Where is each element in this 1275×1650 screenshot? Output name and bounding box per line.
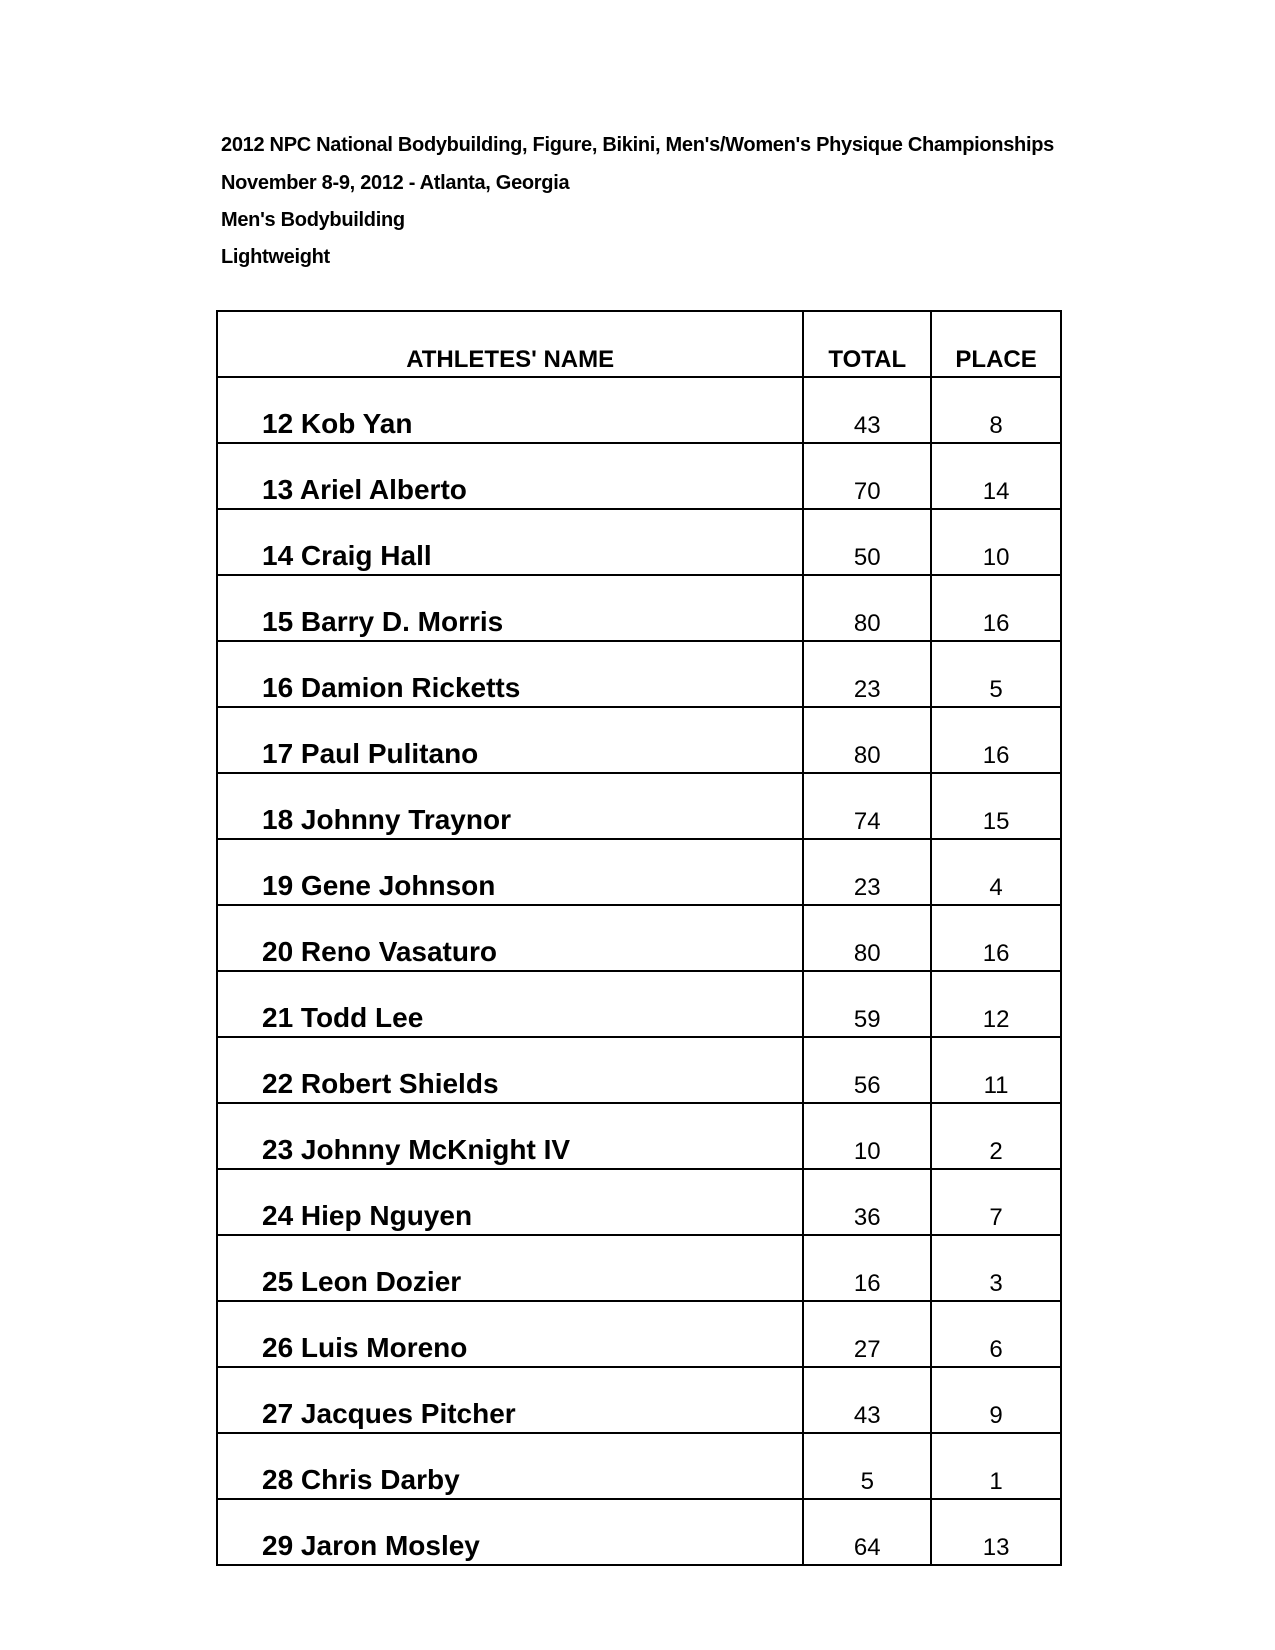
- column-header-total: TOTAL: [802, 310, 933, 378]
- placing: 14: [930, 442, 1062, 510]
- athlete-name: 24 Hiep Nguyen: [215, 1168, 805, 1236]
- athlete-name: 18 Johnny Traynor: [215, 772, 805, 840]
- total-score: 70: [802, 442, 933, 510]
- athlete-name: 19 Gene Johnson: [215, 838, 805, 906]
- column-header-place: PLACE: [930, 310, 1062, 378]
- table-row: 29 Jaron Mosley 64 13: [215, 1498, 1062, 1566]
- athlete-name: 22 Robert Shields: [215, 1036, 805, 1104]
- total-score: 5: [802, 1432, 933, 1500]
- table-row: 12 Kob Yan 43 8: [215, 376, 1062, 444]
- placing: 13: [930, 1498, 1062, 1566]
- total-score: 50: [802, 508, 933, 576]
- placing: 9: [930, 1366, 1062, 1434]
- placing: 6: [930, 1300, 1062, 1368]
- total-score: 23: [802, 640, 933, 708]
- athlete-name: 25 Leon Dozier: [215, 1234, 805, 1302]
- placing: 1: [930, 1432, 1062, 1500]
- athlete-name: 13 Ariel Alberto: [215, 442, 805, 510]
- placing: 2: [930, 1102, 1062, 1170]
- division: Men's Bodybuilding: [221, 209, 405, 231]
- total-score: 43: [802, 1366, 933, 1434]
- results-table: ATHLETES' NAME TOTAL PLACE 12 Kob Yan 43 8…: [215, 310, 1062, 1566]
- table-row: 25 Leon Dozier 16 3: [215, 1234, 1062, 1302]
- placing: 15: [930, 772, 1062, 840]
- total-score: 64: [802, 1498, 933, 1566]
- total-score: 80: [802, 574, 933, 642]
- total-score: 36: [802, 1168, 933, 1236]
- athlete-name: 14 Craig Hall: [215, 508, 805, 576]
- total-score: 16: [802, 1234, 933, 1302]
- athlete-name: 16 Damion Ricketts: [215, 640, 805, 708]
- total-score: 80: [802, 904, 933, 972]
- table-row: 17 Paul Pulitano 80 16: [215, 706, 1062, 774]
- table-row: 24 Hiep Nguyen 36 7: [215, 1168, 1062, 1236]
- placing: 4: [930, 838, 1062, 906]
- placing: 16: [930, 706, 1062, 774]
- placing: 3: [930, 1234, 1062, 1302]
- weight-class: Lightweight: [221, 246, 330, 268]
- event-title: 2012 NPC National Bodybuilding, Figure, …: [221, 134, 1054, 156]
- total-score: 23: [802, 838, 933, 906]
- placing: 12: [930, 970, 1062, 1038]
- placing: 11: [930, 1036, 1062, 1104]
- athlete-name: 15 Barry D. Morris: [215, 574, 805, 642]
- athlete-name: 27 Jacques Pitcher: [215, 1366, 805, 1434]
- athlete-name: 23 Johnny McKnight IV: [215, 1102, 805, 1170]
- athlete-name: 12 Kob Yan: [215, 376, 805, 444]
- table-header-row: ATHLETES' NAME TOTAL PLACE: [215, 310, 1062, 378]
- table-row: 21 Todd Lee 59 12: [215, 970, 1062, 1038]
- total-score: 43: [802, 376, 933, 444]
- table-row: 16 Damion Ricketts 23 5: [215, 640, 1062, 708]
- table-row: 18 Johnny Traynor 74 15: [215, 772, 1062, 840]
- column-header-name: ATHLETES' NAME: [215, 310, 805, 378]
- table-row: 14 Craig Hall 50 10: [215, 508, 1062, 576]
- table-row: 20 Reno Vasaturo 80 16: [215, 904, 1062, 972]
- athlete-name: 28 Chris Darby: [215, 1432, 805, 1500]
- table-row: 23 Johnny McKnight IV 10 2: [215, 1102, 1062, 1170]
- total-score: 74: [802, 772, 933, 840]
- athlete-name: 29 Jaron Mosley: [215, 1498, 805, 1566]
- table-row: 13 Ariel Alberto 70 14: [215, 442, 1062, 510]
- total-score: 10: [802, 1102, 933, 1170]
- table-row: 22 Robert Shields 56 11: [215, 1036, 1062, 1104]
- total-score: 27: [802, 1300, 933, 1368]
- placing: 8: [930, 376, 1062, 444]
- athlete-name: 20 Reno Vasaturo: [215, 904, 805, 972]
- placing: 16: [930, 904, 1062, 972]
- placing: 5: [930, 640, 1062, 708]
- table-row: 26 Luis Moreno 27 6: [215, 1300, 1062, 1368]
- total-score: 56: [802, 1036, 933, 1104]
- athlete-name: 17 Paul Pulitano: [215, 706, 805, 774]
- total-score: 59: [802, 970, 933, 1038]
- table-row: 28 Chris Darby 5 1: [215, 1432, 1062, 1500]
- event-date-location: November 8-9, 2012 - Atlanta, Georgia: [221, 172, 570, 194]
- table-row: 15 Barry D. Morris 80 16: [215, 574, 1062, 642]
- athlete-name: 26 Luis Moreno: [215, 1300, 805, 1368]
- total-score: 80: [802, 706, 933, 774]
- placing: 16: [930, 574, 1062, 642]
- placing: 10: [930, 508, 1062, 576]
- placing: 7: [930, 1168, 1062, 1236]
- table-row: 27 Jacques Pitcher 43 9: [215, 1366, 1062, 1434]
- athlete-name: 21 Todd Lee: [215, 970, 805, 1038]
- table-row: 19 Gene Johnson 23 4: [215, 838, 1062, 906]
